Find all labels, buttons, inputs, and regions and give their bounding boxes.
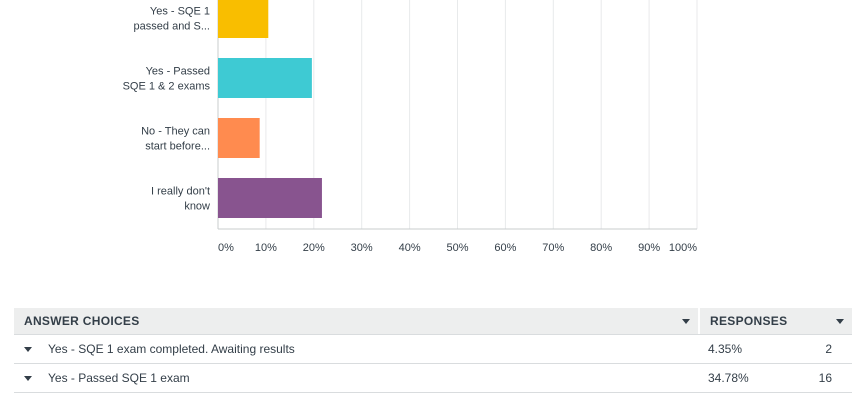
category-label: I really don't know bbox=[151, 186, 210, 213]
x-tick-label: 100% bbox=[669, 242, 697, 254]
x-tick-label: 0% bbox=[218, 242, 234, 254]
response-count: 16 bbox=[818, 371, 832, 385]
answer-choice-cell: Yes - SQE 1 exam completed. Awaiting res… bbox=[14, 342, 698, 356]
bar[interactable] bbox=[218, 178, 322, 218]
answer-choice-text: Yes - SQE 1 exam completed. Awaiting res… bbox=[48, 342, 295, 356]
sort-caret-icon[interactable] bbox=[682, 318, 690, 324]
gridlines bbox=[217, 0, 698, 230]
bar[interactable] bbox=[218, 118, 260, 158]
category-label: Yes - SQE 1 passed and S... bbox=[134, 6, 210, 33]
answer-choice-cell: Yes - Passed SQE 1 exam bbox=[14, 371, 698, 385]
category-label: Yes - Passed SQE 1 & 2 exams bbox=[123, 66, 211, 93]
bar-chart: Yes - SQE 1 passed and S... Yes - Passed SQ… bbox=[123, 0, 698, 254]
x-tick-label: 60% bbox=[494, 242, 516, 254]
x-tick-label: 90% bbox=[638, 242, 660, 254]
answer-choices-header[interactable]: ANSWER CHOICES bbox=[14, 308, 698, 334]
responses-label: RESPONSES bbox=[710, 314, 788, 328]
category-labels: Yes - SQE 1 passed and S... Yes - Passed SQ… bbox=[123, 6, 211, 213]
chart-bars bbox=[218, 0, 322, 218]
response-percent: 4.35% bbox=[708, 342, 743, 356]
response-percent: 34.78% bbox=[708, 371, 749, 385]
x-axis-ticks: 0% 10% 20% 30% 40% 50% 60% 70% 80% 90% 100% bbox=[218, 242, 697, 254]
bar[interactable] bbox=[218, 0, 269, 38]
responses-header[interactable]: RESPONSES bbox=[698, 308, 852, 334]
table-header: ANSWER CHOICES RESPONSES bbox=[14, 308, 852, 335]
sort-caret-icon[interactable] bbox=[836, 318, 844, 324]
x-tick-label: 30% bbox=[351, 242, 373, 254]
answer-table: ANSWER CHOICES RESPONSES Yes - SQE 1 exa… bbox=[14, 308, 852, 393]
bar[interactable] bbox=[218, 58, 312, 98]
x-tick-label: 80% bbox=[590, 242, 612, 254]
caret-down-icon[interactable] bbox=[24, 346, 32, 352]
table-row: Yes - Passed SQE 1 exam 34.78% 16 bbox=[14, 364, 852, 393]
response-count: 2 bbox=[825, 342, 832, 356]
x-tick-label: 10% bbox=[255, 242, 277, 254]
category-label: No - They can start before... bbox=[141, 126, 210, 153]
answer-choices-label: ANSWER CHOICES bbox=[24, 314, 140, 328]
x-tick-label: 40% bbox=[399, 242, 421, 254]
x-tick-label: 50% bbox=[446, 242, 468, 254]
x-tick-label: 70% bbox=[542, 242, 564, 254]
x-tick-label: 20% bbox=[303, 242, 325, 254]
caret-down-icon[interactable] bbox=[24, 375, 32, 381]
table-row: Yes - SQE 1 exam completed. Awaiting res… bbox=[14, 335, 852, 364]
answer-choice-text: Yes - Passed SQE 1 exam bbox=[48, 371, 190, 385]
